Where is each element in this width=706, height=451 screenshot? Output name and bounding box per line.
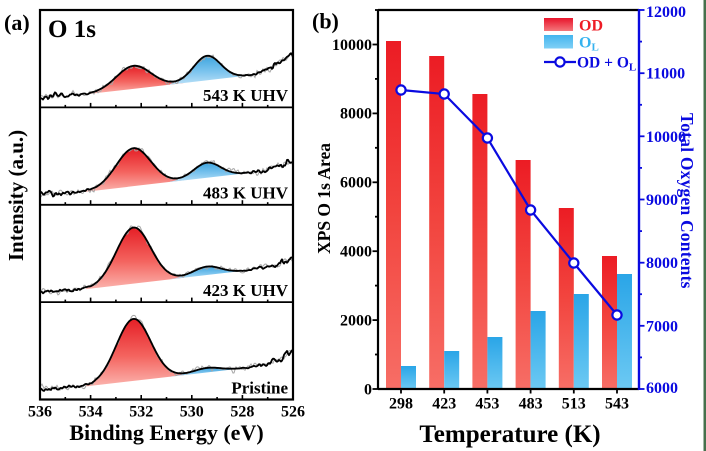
svg-text:7000: 7000 xyxy=(646,318,678,335)
svg-text:Temperature (K): Temperature (K) xyxy=(419,421,600,448)
svg-text:OD + OL: OD + OL xyxy=(577,55,636,74)
svg-text:6000: 6000 xyxy=(340,175,372,192)
svg-text:10000: 10000 xyxy=(646,129,686,146)
svg-text:(b): (b) xyxy=(312,9,339,34)
svg-text:513: 513 xyxy=(562,396,586,413)
svg-text:423 K UHV: 423 K UHV xyxy=(203,281,289,300)
svg-text:XPS O 1s Area: XPS O 1s Area xyxy=(314,143,334,254)
svg-text:O 1s: O 1s xyxy=(48,16,96,43)
svg-text:483: 483 xyxy=(519,396,543,413)
svg-text:536: 536 xyxy=(28,404,52,421)
svg-text:9000: 9000 xyxy=(646,192,678,209)
svg-text:2000: 2000 xyxy=(340,312,372,329)
svg-text:8000: 8000 xyxy=(340,106,372,123)
svg-text:483 K UHV: 483 K UHV xyxy=(203,184,289,203)
svg-text:11000: 11000 xyxy=(646,66,685,83)
svg-text:OD: OD xyxy=(579,18,603,35)
svg-text:543 K UHV: 543 K UHV xyxy=(203,86,289,105)
svg-text:Pristine: Pristine xyxy=(231,378,288,397)
svg-text:12000: 12000 xyxy=(646,4,686,21)
svg-text:10000: 10000 xyxy=(332,37,372,54)
svg-text:(a): (a) xyxy=(4,10,30,35)
svg-text:6000: 6000 xyxy=(646,380,678,397)
svg-text:528: 528 xyxy=(230,404,254,421)
svg-text:530: 530 xyxy=(180,404,204,421)
svg-text:Intensity (a.u.): Intensity (a.u.) xyxy=(4,130,28,261)
svg-text:423: 423 xyxy=(432,396,456,413)
svg-text:Total Oxygen Contents: Total Oxygen Contents xyxy=(677,113,697,289)
svg-text:Binding Energy (eV): Binding Energy (eV) xyxy=(69,420,263,445)
svg-text:0: 0 xyxy=(364,381,372,398)
svg-text:8000: 8000 xyxy=(646,255,678,272)
svg-text:453: 453 xyxy=(475,396,499,413)
svg-text:532: 532 xyxy=(129,404,153,421)
svg-text:534: 534 xyxy=(79,404,103,421)
svg-text:4000: 4000 xyxy=(340,244,372,261)
svg-text:543: 543 xyxy=(605,396,629,413)
svg-text:526: 526 xyxy=(281,404,305,421)
svg-text:298: 298 xyxy=(389,396,413,413)
